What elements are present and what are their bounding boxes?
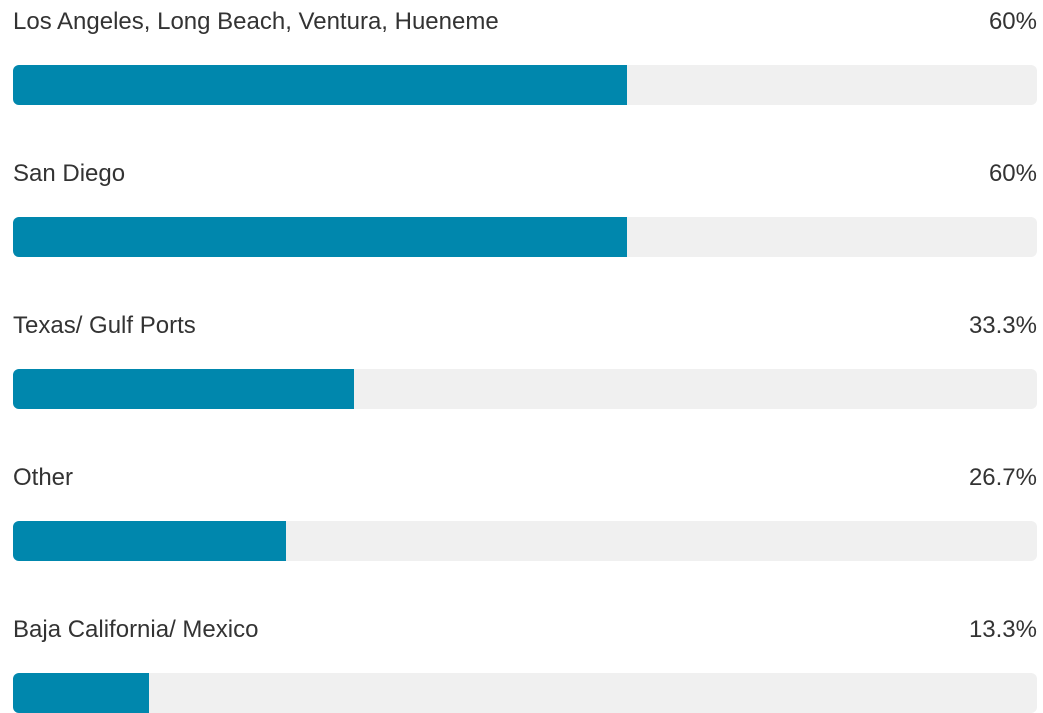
bar-fill — [13, 521, 286, 561]
bar-fill — [13, 217, 627, 257]
category-label: San Diego — [13, 160, 126, 187]
value-label: 13.3% — [968, 616, 1037, 643]
bar-fill — [13, 369, 354, 409]
value-label: 33.3% — [968, 312, 1037, 339]
result-row: Texas/ Gulf Ports 33.3% — [13, 304, 1037, 409]
category-label: Los Angeles, Long Beach, Ventura, Huenem… — [13, 8, 499, 35]
category-label: Other — [13, 464, 74, 491]
bar-track — [13, 673, 1037, 713]
bar-track — [13, 521, 1037, 561]
result-row: Los Angeles, Long Beach, Ventura, Huenem… — [13, 0, 1037, 105]
value-label: 60% — [988, 160, 1037, 187]
bar-track — [13, 369, 1037, 409]
bar-fill — [13, 65, 627, 105]
result-row: Baja California/ Mexico 13.3% — [13, 608, 1037, 713]
category-label: Baja California/ Mexico — [13, 616, 259, 643]
result-row: Other 26.7% — [13, 456, 1037, 561]
bar-track — [13, 65, 1037, 105]
result-row: San Diego 60% — [13, 152, 1037, 257]
bar-fill — [13, 673, 149, 713]
value-label: 26.7% — [968, 464, 1037, 491]
bar-track — [13, 217, 1037, 257]
value-label: 60% — [988, 8, 1037, 35]
category-label: Texas/ Gulf Ports — [13, 312, 196, 339]
